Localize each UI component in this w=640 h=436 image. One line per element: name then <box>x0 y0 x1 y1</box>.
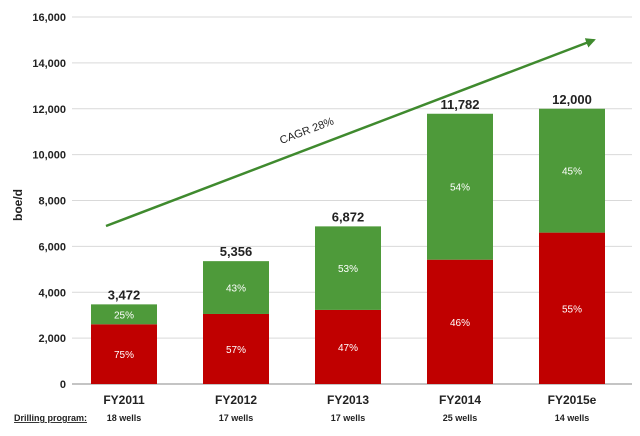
x-tick-label: FY2012 <box>215 393 257 407</box>
drilling-wells-label: 17 wells <box>331 413 366 423</box>
drilling-wells-label: 25 wells <box>443 413 478 423</box>
bar-segment <box>91 324 157 384</box>
bar-segment <box>315 226 381 310</box>
drilling-wells-label: 17 wells <box>219 413 254 423</box>
y-tick-label: 16,000 <box>32 12 66 24</box>
percent-label: 25% <box>114 310 134 321</box>
bar-segment <box>539 108 605 233</box>
bar-segment <box>539 232 605 384</box>
labels: 0 2,000 4,000 6,000 8,000 10,000 12,000 14,000 1… <box>32 12 596 423</box>
percent-label: 57% <box>226 345 246 356</box>
y-tick-label: 0 <box>60 379 66 391</box>
total-label: 12,000 <box>552 92 592 107</box>
bar-segment <box>427 113 493 260</box>
cagr-arrow <box>105 38 596 228</box>
x-tick-label: FY2015e <box>548 393 597 407</box>
drilling-wells-label: 18 wells <box>107 413 142 423</box>
x-tick-label: FY2011 <box>103 393 145 407</box>
bar-segment <box>315 309 381 384</box>
drilling-program-label: Drilling program: <box>14 413 87 423</box>
percent-label: 53% <box>338 264 358 275</box>
percent-label: 45% <box>562 167 582 178</box>
y-tick-label: 2,000 <box>38 333 66 345</box>
percent-label: 43% <box>226 284 246 295</box>
percent-label: 46% <box>450 318 470 329</box>
y-tick-label: 14,000 <box>32 58 66 70</box>
total-label: 6,872 <box>332 209 365 224</box>
y-tick-label: 10,000 <box>32 150 66 162</box>
bar-segment <box>427 259 493 384</box>
x-tick-label: FY2013 <box>327 393 369 407</box>
y-tick-label: 12,000 <box>32 104 66 116</box>
gridlines <box>72 16 632 385</box>
total-label: 3,472 <box>108 287 141 302</box>
total-label: 5,356 <box>220 244 253 259</box>
bar-segment <box>91 304 157 325</box>
bar-segment <box>203 313 269 384</box>
drilling-wells-label: 14 wells <box>555 413 590 423</box>
percent-label: 47% <box>338 343 358 354</box>
bars <box>91 108 605 384</box>
y-axis-label: boe/d <box>11 189 25 221</box>
y-tick-label: 6,000 <box>38 241 66 253</box>
percent-label: 75% <box>114 350 134 361</box>
percent-label: 55% <box>562 304 582 315</box>
y-tick-label: 4,000 <box>38 287 66 299</box>
bar-segment <box>203 261 269 314</box>
percent-label: 54% <box>450 183 470 194</box>
x-tick-label: FY2014 <box>439 393 481 407</box>
y-tick-label: 8,000 <box>38 196 66 208</box>
total-label: 11,782 <box>440 97 479 112</box>
